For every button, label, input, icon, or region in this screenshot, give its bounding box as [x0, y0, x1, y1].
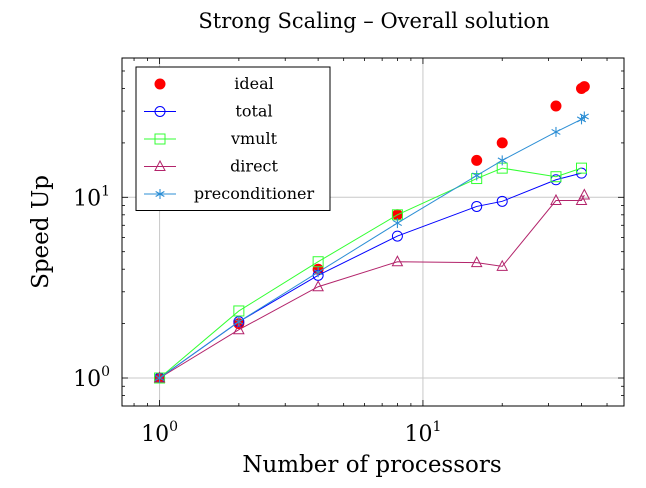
series-preconditioner: [154, 111, 589, 384]
legend-entry-total: total: [144, 102, 273, 121]
vmult-point: [233, 305, 245, 317]
vmult-point: [576, 162, 588, 174]
ideal-point: [496, 137, 508, 149]
total-point: [391, 230, 403, 242]
series-direct: [153, 188, 591, 383]
series-layer: [153, 81, 591, 384]
x-tick-label: 100: [141, 419, 178, 447]
vmult-point: [550, 171, 562, 183]
legend-entry-preconditioner: preconditioner: [144, 184, 314, 203]
preconditioner-point: [497, 155, 507, 166]
direct-point: [496, 259, 509, 271]
legend-entry-direct: direct: [144, 157, 279, 176]
legend-label: direct: [230, 157, 278, 176]
vmult-point: [312, 256, 324, 268]
ideal-point: [578, 81, 590, 93]
legend-marker: [154, 133, 166, 145]
legend-entry-vmult: vmult: [144, 129, 278, 148]
x-axis-label: Number of processors: [242, 452, 501, 478]
direct-line: [159, 194, 585, 379]
legend-label: total: [235, 102, 272, 121]
legend-marker: [155, 189, 165, 199]
preconditioner-point: [313, 267, 323, 278]
preconditioner-point: [551, 126, 561, 137]
legend: ideal total vmult direct preconditioner: [135, 66, 331, 211]
direct-point: [550, 193, 562, 206]
preconditioner-point: [234, 316, 244, 327]
preconditioner-point: [154, 373, 165, 384]
y-tick-label: 101: [73, 183, 110, 211]
ideal-point: [550, 100, 562, 112]
chart-title: Strong Scaling – Overall solution: [198, 9, 549, 33]
legend-label: ideal: [234, 74, 273, 93]
total-point: [471, 200, 483, 212]
total-point: [496, 195, 508, 207]
direct-point: [578, 188, 591, 200]
x-tick-label: 101: [404, 419, 441, 447]
legend-marker: [154, 78, 166, 90]
legend-entry-ideal: ideal: [154, 74, 274, 93]
y-axis-label: Speed Up: [28, 175, 54, 289]
preconditioner-point: [472, 170, 482, 181]
ideal-point: [471, 154, 483, 166]
axes: 100 101 100 101: [73, 57, 625, 447]
direct-point: [233, 323, 245, 335]
direct-point: [470, 256, 483, 268]
legend-marker: [154, 159, 166, 171]
series-vmult: [154, 162, 588, 384]
legend-label: preconditioner: [194, 184, 315, 203]
vmult-line: [159, 167, 582, 379]
preconditioner-point: [579, 111, 589, 122]
legend-marker: [154, 106, 166, 117]
legend-label: vmult: [230, 129, 278, 148]
y-tick-label: 100: [73, 364, 110, 392]
plot-frame: [121, 57, 625, 407]
direct-point: [312, 280, 324, 292]
preconditioner-point: [392, 218, 403, 229]
direct-point: [391, 255, 404, 267]
direct-point: [575, 193, 588, 206]
